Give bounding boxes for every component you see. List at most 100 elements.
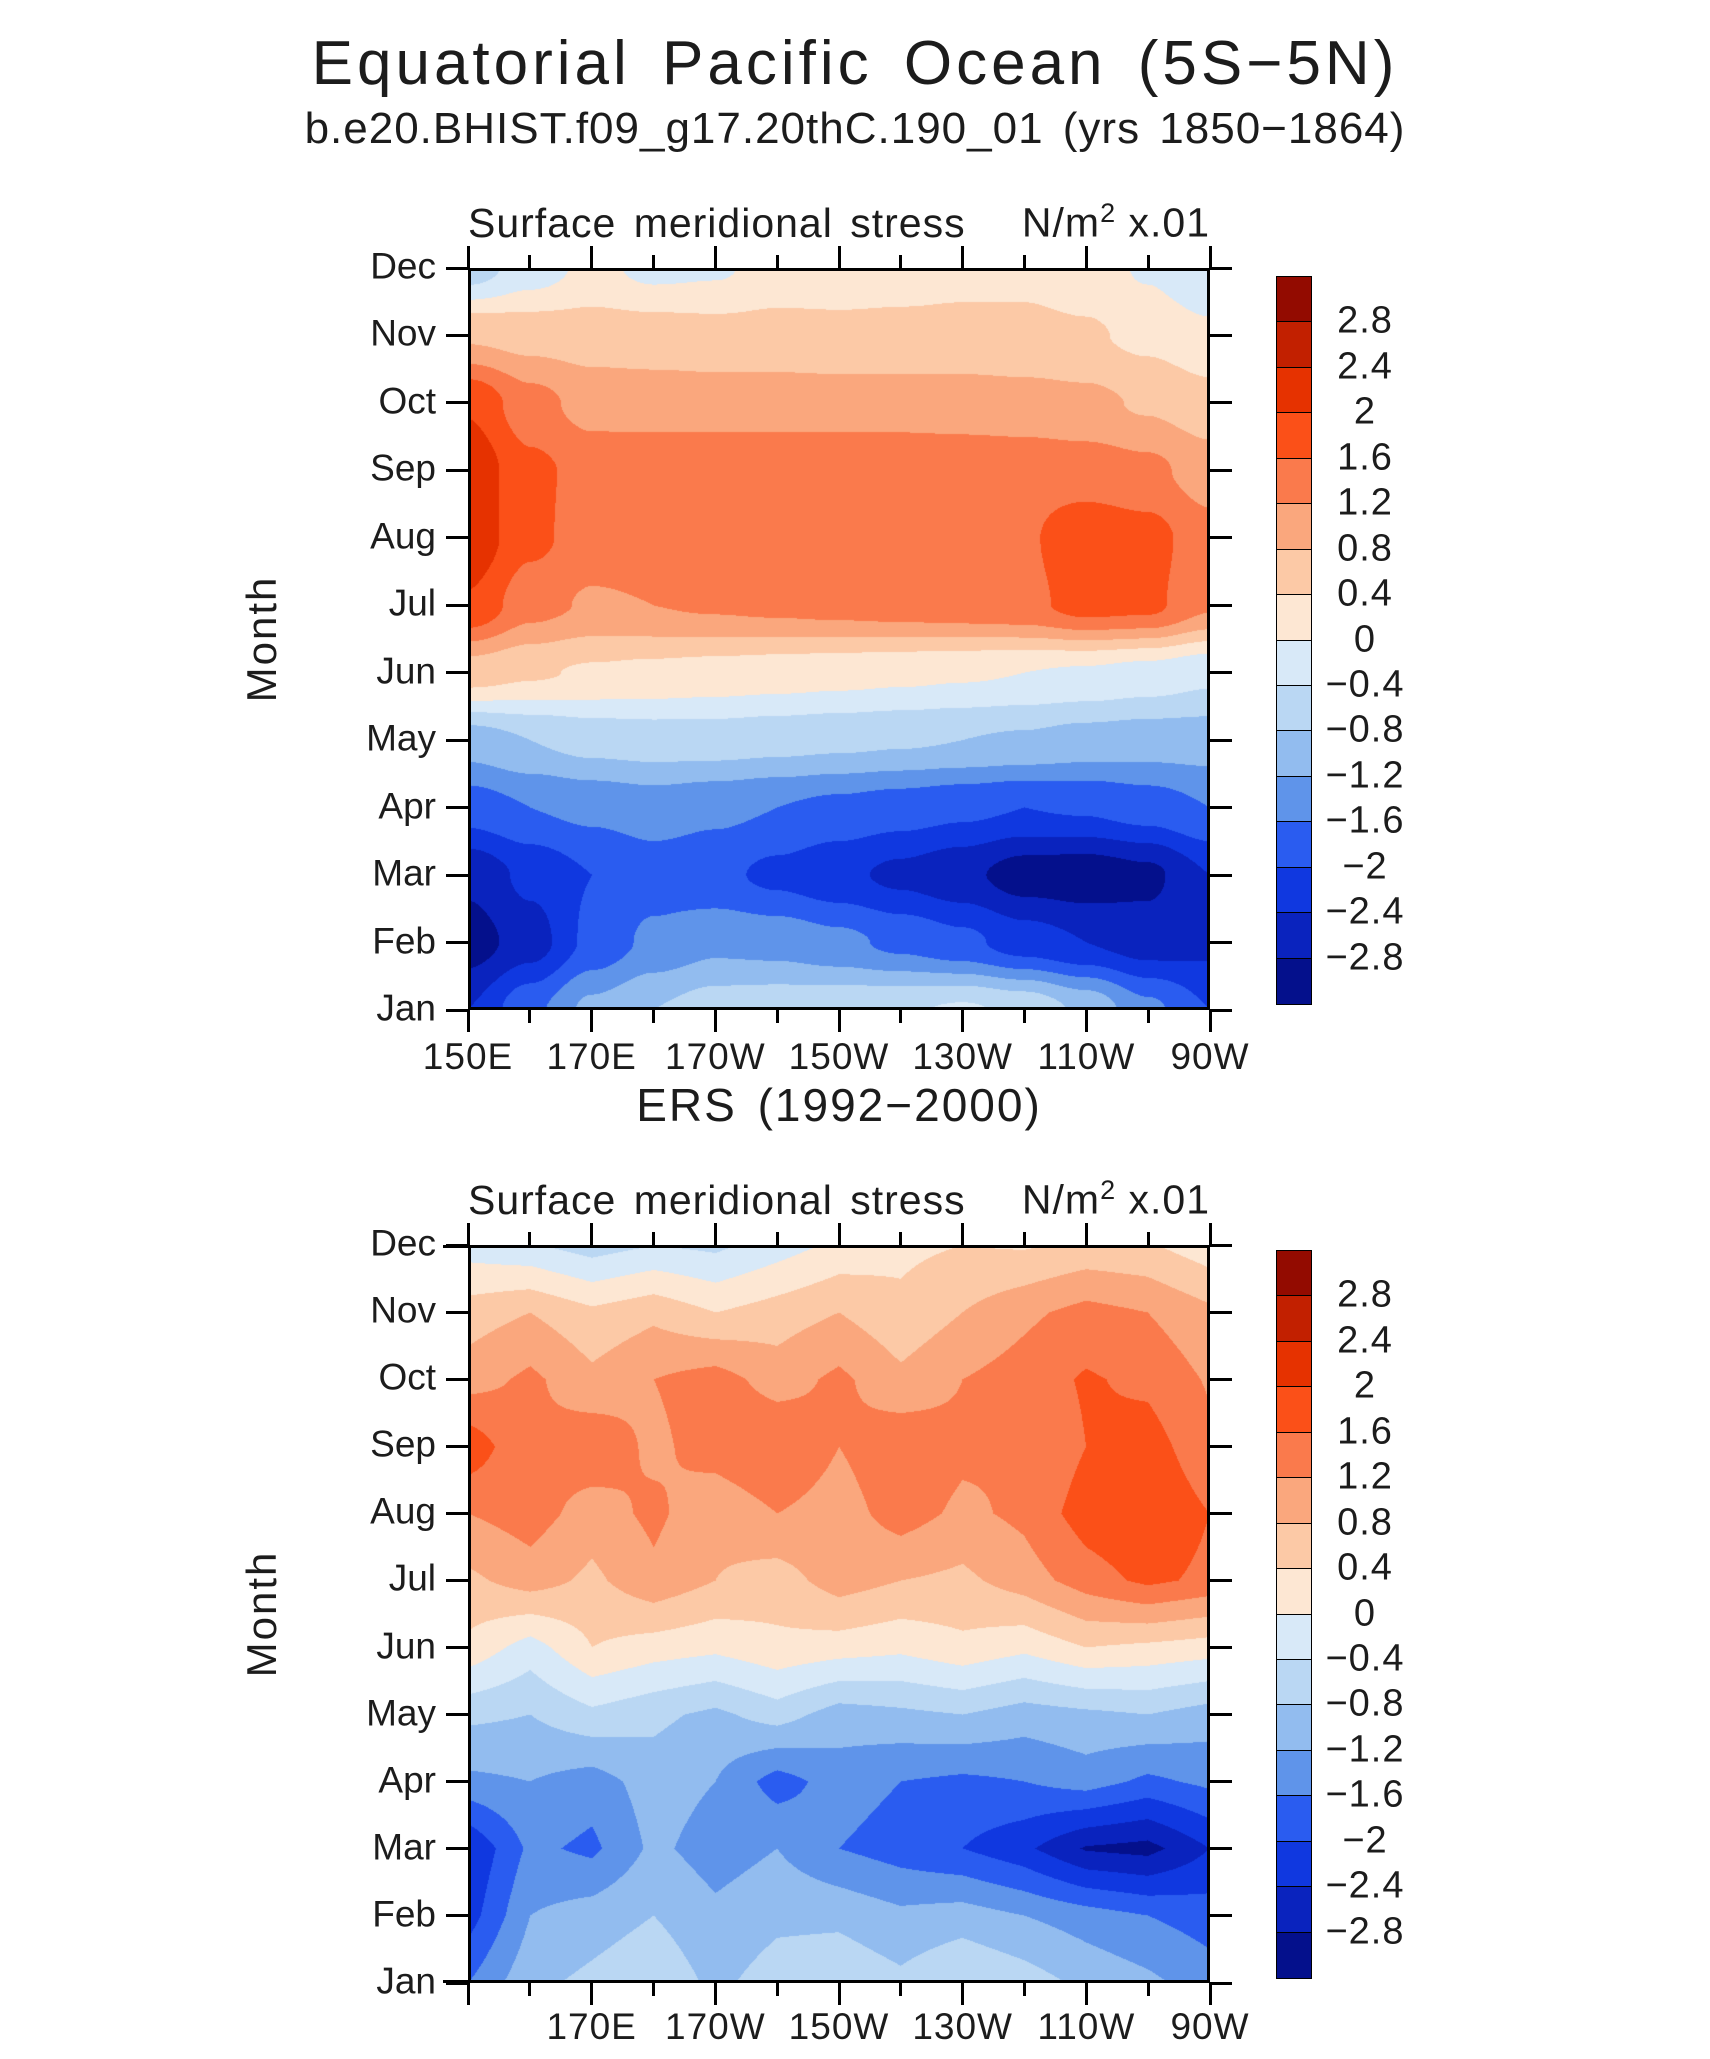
- colorbar-cell: [1276, 1931, 1312, 1979]
- month-label: Oct: [378, 1356, 436, 1398]
- x-tick-label: 170E: [546, 1036, 637, 1077]
- month-label: Oct: [378, 380, 436, 422]
- x-minor-tick: [899, 1010, 903, 1023]
- month-label: Apr: [378, 1759, 436, 1801]
- x-major-tick: [713, 1983, 717, 2005]
- x-major-tick: [837, 246, 841, 268]
- x-major-tick: [961, 246, 965, 268]
- colorbar-cell: [1276, 957, 1312, 1005]
- month-label: May: [366, 1691, 436, 1733]
- colorbar-tick-label: 2.8: [1337, 1273, 1393, 1316]
- colorbar-tick-label: 0: [1353, 1592, 1377, 1634]
- units-base: N/m: [1021, 199, 1101, 246]
- month-label: Dec: [370, 245, 436, 287]
- month-label: Mar: [372, 1826, 436, 1868]
- colorbar-cell: [1276, 321, 1312, 369]
- x-minor-tick: [1023, 255, 1026, 268]
- month-tick: [1210, 1981, 1232, 1985]
- x-minor-tick: [652, 1010, 655, 1023]
- ers-contour-field: [468, 1245, 1210, 1983]
- colorbar-tick-label: 1.2: [1337, 481, 1393, 524]
- x-tick-label: 90W: [1170, 2006, 1250, 2047]
- month-label: Feb: [372, 1893, 436, 1935]
- month-tick: [1210, 1713, 1232, 1717]
- ers-panel-title: ERS (1992−2000): [636, 1079, 1042, 1131]
- x-major-tick: [713, 246, 717, 268]
- x-minor-tick: [1023, 1983, 1026, 1996]
- colorbar-cell: [1276, 1522, 1312, 1570]
- x-major-tick: [466, 1223, 470, 1245]
- month-label: Aug: [370, 1490, 436, 1532]
- colorbar-tick-label: 2: [1353, 1364, 1377, 1407]
- month-label: May: [366, 717, 436, 759]
- model-contour-field: [468, 268, 1210, 1010]
- colorbar-cell: [1276, 1250, 1312, 1297]
- colorbar-tick-label: 2.4: [1337, 1319, 1393, 1362]
- units-exponent: 2: [1100, 1175, 1117, 1205]
- month-label: Jun: [376, 650, 436, 692]
- month-tick: [1210, 603, 1232, 607]
- x-tick-label: 110W: [1037, 2006, 1136, 2047]
- colorbar-tick-label: −0.8: [1325, 1682, 1405, 1725]
- month-tick: [1210, 468, 1232, 472]
- x-minor-tick: [775, 255, 779, 268]
- colorbar-tick-label: 2: [1353, 390, 1377, 433]
- month-tick: [1210, 1578, 1232, 1582]
- x-major-tick: [1208, 246, 1212, 268]
- colorbar-tick-label: 0.4: [1337, 572, 1393, 615]
- month-label: Feb: [372, 919, 436, 961]
- colorbar-tick-label: 0.8: [1337, 527, 1393, 570]
- x-minor-tick: [1023, 1232, 1026, 1245]
- x-major-tick: [837, 1983, 841, 2005]
- month-tick: [446, 1243, 468, 1247]
- units-exponent: 2: [1100, 198, 1117, 228]
- x-minor-tick: [652, 255, 655, 268]
- x-minor-tick: [899, 1983, 903, 1996]
- month-label: Mar: [372, 852, 436, 894]
- x-minor-tick: [899, 255, 903, 268]
- month-tick: [446, 873, 468, 877]
- x-minor-tick: [1146, 1983, 1150, 1996]
- colorbar-cell: [1276, 1613, 1312, 1661]
- x-tick-label: 130W: [912, 1036, 1013, 1077]
- month-tick: [446, 468, 468, 472]
- month-tick: [446, 1578, 468, 1582]
- colorbar-cell: [1276, 775, 1312, 823]
- month-tick: [1210, 333, 1232, 337]
- x-major-tick: [466, 1010, 470, 1032]
- month-tick: [1210, 536, 1232, 540]
- colorbar-cell: [1276, 684, 1312, 732]
- x-major-tick: [466, 1983, 470, 2005]
- x-major-tick: [837, 1223, 841, 1245]
- x-minor-tick: [1023, 1010, 1026, 1023]
- month-label: Jan: [376, 1960, 436, 2002]
- colorbar-tick-label: 1.6: [1337, 436, 1393, 479]
- colorbar-tick-label: 0.8: [1337, 1501, 1393, 1544]
- x-major-tick: [837, 1010, 841, 1032]
- month-tick: [1210, 1780, 1232, 1784]
- colorbar-tick-label: 0: [1353, 618, 1377, 660]
- x-major-tick: [961, 1983, 965, 2005]
- month-label: Aug: [370, 515, 436, 557]
- month-tick: [446, 1981, 468, 1985]
- colorbar-cell: [1276, 1295, 1312, 1343]
- x-minor-tick: [1146, 1232, 1150, 1245]
- x-tick-label: 170E: [546, 2006, 637, 2047]
- month-tick: [446, 1310, 468, 1314]
- x-major-tick: [1208, 1010, 1212, 1032]
- x-tick-label: 170W: [665, 1036, 766, 1077]
- month-label: Apr: [378, 784, 436, 826]
- colorbar-tick-label: 2.8: [1337, 299, 1393, 342]
- x-tick-label: 130W: [912, 2006, 1013, 2047]
- month-label: Jul: [388, 582, 436, 624]
- month-tick: [446, 1914, 468, 1918]
- colorbar-cell: [1276, 1840, 1312, 1888]
- month-tick: [446, 536, 468, 540]
- month-tick: [1210, 1646, 1232, 1650]
- y-axis-title-model: Month: [238, 575, 285, 703]
- colorbar-cell: [1276, 1568, 1312, 1615]
- colorbar-cell: [1276, 1658, 1312, 1706]
- month-tick: [1210, 738, 1232, 742]
- x-minor-tick: [528, 255, 532, 268]
